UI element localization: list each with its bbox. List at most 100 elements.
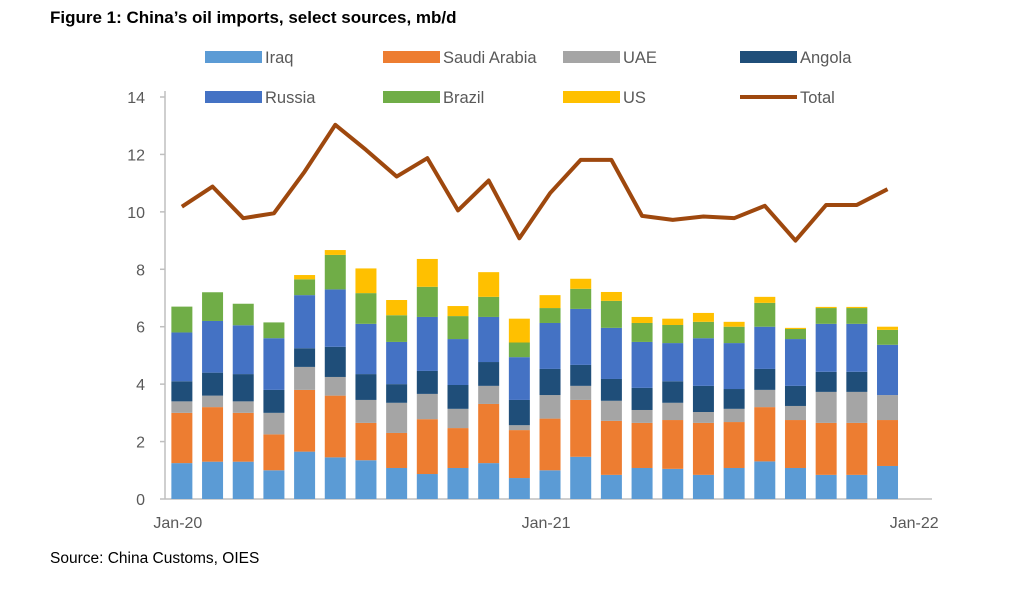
bar-saudi-arabia (600, 420, 622, 475)
bar-angola (355, 374, 377, 400)
bar-brazil (754, 302, 776, 327)
bar-iraq (846, 474, 868, 499)
bar-uae (846, 391, 868, 423)
bar-angola (478, 362, 500, 386)
bar-us (508, 318, 530, 343)
bar-iraq (570, 456, 592, 499)
line-total (180, 122, 889, 243)
bar-uae (631, 409, 653, 423)
bar-angola (263, 389, 285, 413)
bar-uae (171, 401, 193, 413)
bar-saudi-arabia (570, 399, 592, 457)
chart-source: Source: China Customs, OIES (50, 550, 260, 567)
bar-brazil (539, 308, 561, 323)
bar-iraq (171, 463, 193, 499)
bar-iraq (723, 467, 745, 499)
bar-brazil (263, 322, 285, 339)
bar-us (447, 306, 469, 317)
legend-swatch-uae (563, 51, 620, 63)
bar-angola (662, 381, 684, 403)
legend-label-russia: Russia (265, 89, 316, 107)
bar-iraq (692, 474, 714, 499)
bar-russia (478, 316, 500, 363)
bar-russia (202, 320, 224, 373)
bar-russia (723, 343, 745, 390)
bar-us (478, 272, 500, 297)
bar-russia (570, 308, 592, 365)
y-tick-label: 10 (127, 205, 145, 222)
bar-uae (447, 408, 469, 429)
bar-angola (784, 385, 806, 406)
bar-saudi-arabia (324, 395, 346, 458)
bar-saudi-arabia (508, 430, 530, 479)
bar-uae (815, 391, 837, 423)
bar-brazil (232, 303, 254, 326)
bar-brazil (723, 326, 745, 344)
bar-uae (508, 425, 530, 431)
chart-title: Figure 1: China’s oil imports, select so… (50, 8, 457, 27)
bar-brazil (877, 329, 899, 345)
y-tick-label: 8 (136, 262, 145, 279)
y-tick-label: 2 (136, 435, 145, 452)
bar-saudi-arabia (662, 420, 684, 469)
bar-uae (754, 389, 776, 408)
bar-russia (355, 323, 377, 375)
x-tick-label: Jan-20 (153, 515, 202, 532)
bar-uae (232, 401, 254, 413)
bar-us (784, 327, 806, 330)
bar-us (846, 306, 868, 309)
bar-russia (263, 338, 285, 390)
bar-us (692, 312, 714, 322)
bar-brazil (570, 288, 592, 309)
y-tick-label: 4 (136, 377, 145, 394)
bar-russia (662, 343, 684, 382)
legend-label-brazil: Brazil (443, 89, 484, 107)
bar-saudi-arabia (232, 412, 254, 462)
legend-swatch-brazil (383, 91, 440, 103)
bar-uae (416, 393, 438, 420)
bar-russia (171, 332, 193, 382)
bar-angola (202, 372, 224, 396)
bar-brazil (478, 296, 500, 317)
bar-angola (692, 385, 714, 412)
bar-brazil (784, 329, 806, 340)
bar-saudi-arabia (416, 419, 438, 475)
legend-swatch-angola (740, 51, 797, 63)
bar-iraq (600, 474, 622, 499)
bar-brazil (631, 322, 653, 342)
bar-saudi-arabia (294, 389, 316, 452)
bar-uae (723, 408, 745, 423)
bar-us (723, 321, 745, 327)
bar-iraq (662, 468, 684, 499)
bar-brazil (600, 300, 622, 328)
bar-us (631, 316, 653, 323)
legend-swatch-saudi-arabia (383, 51, 440, 63)
bar-russia (386, 341, 408, 385)
x-tick-label: Jan-22 (890, 515, 939, 532)
bar-russia (324, 289, 346, 347)
legend-label-angola: Angola (800, 49, 852, 67)
bar-brazil (846, 308, 868, 324)
bar-angola (723, 389, 745, 409)
bar-russia (508, 357, 530, 400)
bar-uae (355, 399, 377, 423)
bar-uae (600, 400, 622, 421)
bar-brazil (815, 308, 837, 324)
bar-brazil (355, 293, 377, 324)
bar-angola (570, 364, 592, 386)
bar-angola (171, 381, 193, 402)
bar-brazil (662, 324, 684, 344)
bar-us (815, 306, 837, 309)
bar-saudi-arabia (355, 422, 377, 461)
bar-russia (754, 326, 776, 369)
bar-russia (846, 323, 868, 372)
bar-us (600, 291, 622, 301)
bar-saudi-arabia (447, 428, 469, 468)
bar-iraq (447, 467, 469, 499)
bar-brazil (294, 279, 316, 296)
bar-saudi-arabia (754, 407, 776, 462)
bar-us (570, 278, 592, 289)
bar-brazil (692, 321, 714, 339)
bar-us (324, 250, 346, 255)
bar-angola (232, 374, 254, 402)
